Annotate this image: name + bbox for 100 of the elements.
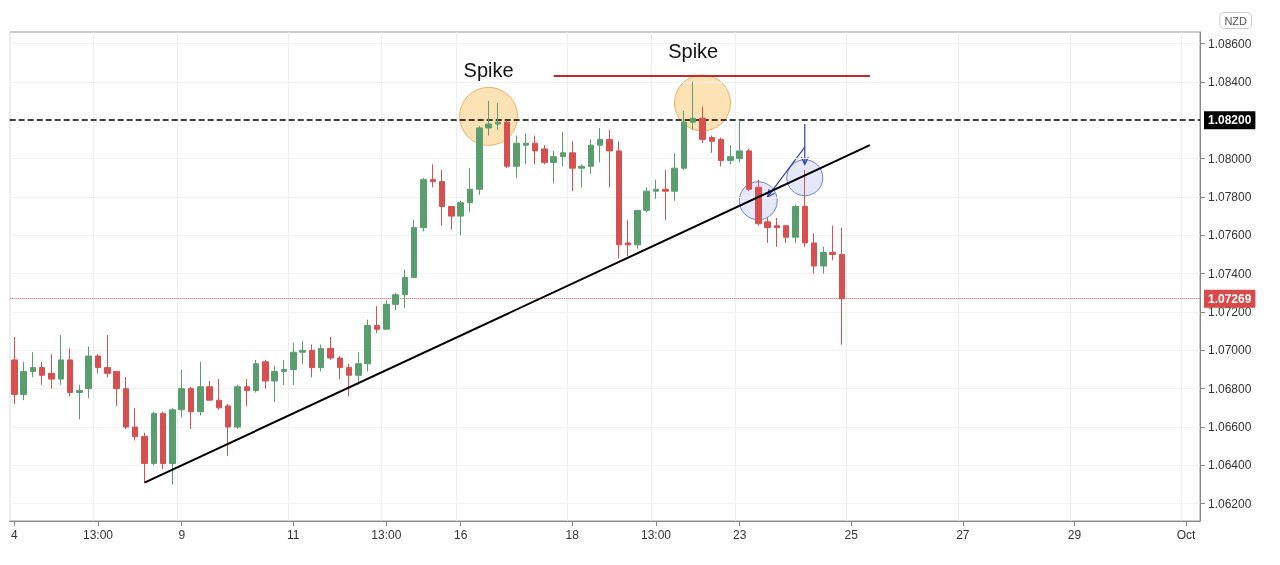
candlestick [123,376,129,430]
candlestick [374,305,380,334]
y-tick-label: 1.07400 [1208,266,1252,281]
candlestick [430,163,436,188]
candlestick [597,127,603,163]
candlestick [616,140,622,259]
candlestick [355,351,362,386]
candlestick [792,204,799,244]
candlestick [392,292,399,311]
candlestick [402,269,408,309]
candlestick [495,102,501,131]
candlestick [681,110,687,171]
candlestick [476,125,483,196]
y-tick-label: 1.06600 [1208,420,1252,435]
y-tick-label: 1.06400 [1208,458,1252,473]
candlestick [634,209,641,250]
candlestick [67,347,73,397]
candlestick [820,246,827,275]
annotation: Spike [463,59,514,82]
candlestick [774,217,780,248]
candlestick [569,140,576,192]
y-tick-label: 1.08600 [1208,36,1252,51]
candlestick [811,232,817,275]
y-tick-label: 1.07800 [1208,189,1252,204]
candlestick [178,369,185,418]
candlestick [20,361,27,401]
candlestick [216,378,222,411]
candlestick [485,100,492,137]
candlestick [48,353,55,390]
candlestick [253,359,259,394]
x-tick-label: Oct [1176,528,1197,542]
candlestick [197,361,204,417]
candlestick [76,384,83,420]
candlestick [467,167,473,213]
candlestick [755,179,762,227]
y-tick-label: 1.08400 [1208,74,1252,89]
candlestick [206,380,213,401]
x-tick-label: 29 [1067,528,1082,542]
candlestick [234,384,241,430]
candlestick [262,359,269,390]
candlestick [448,206,455,231]
candlestick [364,319,371,372]
candlestick [141,432,148,484]
candlestick [420,177,427,232]
candlestick [662,169,669,221]
candlestick [30,351,36,378]
x-tick-label: 13:00 [371,528,402,542]
candlestick [560,131,566,167]
candlestick [606,129,613,188]
ref-line-label: 1.08200 [1208,113,1252,128]
candlestick [11,336,18,405]
candlestick [346,363,352,397]
candlestick [299,340,306,365]
x-tick-label: 23 [733,528,747,542]
candlestick [104,334,111,378]
candlestick [802,169,808,248]
x-tick-label: 9 [178,528,186,542]
candlestick [383,299,390,330]
candlestick [532,135,538,165]
candlestick [690,81,696,131]
y-tick-label: 1.06800 [1208,381,1252,396]
annotation: Spike [668,40,719,63]
candlestick [588,138,594,175]
y-tick-label: 1.07600 [1208,228,1252,243]
candlestick [457,200,464,236]
candlestick [746,148,752,192]
y-tick-label: 1.07000 [1208,343,1252,358]
candlestick [225,403,231,457]
ref-line-label: 1.07269 [1208,291,1252,306]
x-tick-label: 16 [454,528,468,542]
candlestick [271,365,278,403]
x-tick-label: 27 [956,528,970,542]
candlestick [513,135,520,179]
candlestick [709,135,715,154]
candlestick [160,411,166,470]
candlestick [188,386,194,430]
candlestick [327,336,334,361]
x-tick-label: 18 [565,528,580,542]
candlestick [523,133,529,165]
candlestick [39,361,45,386]
candlestick [718,136,724,167]
x-tick-label: 13:00 [640,528,672,542]
candlestick [411,219,417,278]
candlestick [95,353,101,374]
candlestick [736,119,743,163]
candlestick [625,219,631,257]
candlestick [113,370,120,407]
candlestick [318,344,324,372]
candlestick [578,163,585,188]
candlestick [244,378,250,407]
candlestick [550,150,557,184]
y-tick-label: 1.06200 [1208,496,1252,511]
y-tick-label: 1.08000 [1208,151,1252,166]
x-tick-label: 11 [287,528,300,542]
candlestick [85,345,92,399]
candlestick [764,217,771,244]
candlestick [727,144,734,165]
candlestick [281,359,287,386]
text: NZD [1224,14,1248,27]
candlestick [783,225,789,244]
